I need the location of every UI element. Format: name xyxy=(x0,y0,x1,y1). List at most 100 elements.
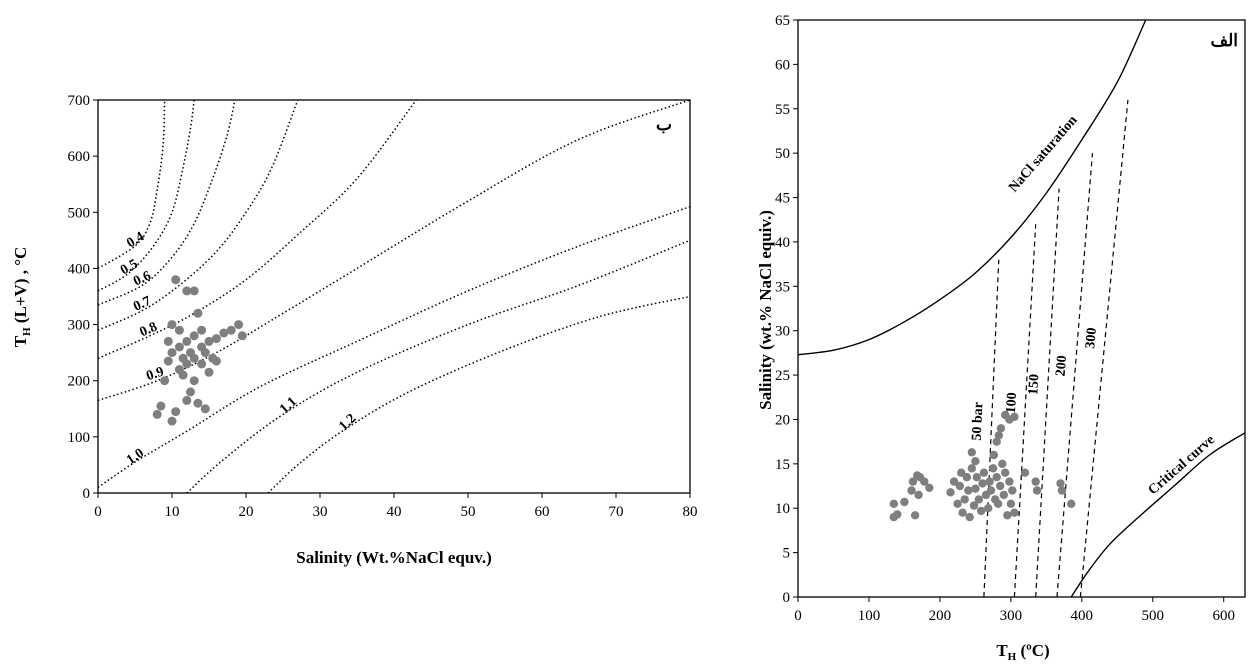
density-line xyxy=(98,205,690,489)
data-point-a xyxy=(1010,508,1019,517)
data-point-a xyxy=(893,510,902,519)
data-point-b xyxy=(226,325,236,335)
data-point-a xyxy=(1067,499,1076,508)
data-point-b xyxy=(189,353,199,363)
y-tick-label: 0 xyxy=(83,486,91,502)
y-tick-label: 600 xyxy=(68,149,91,165)
data-point-a xyxy=(962,473,972,482)
data-point-a xyxy=(993,499,1003,508)
isobar-label: 200 xyxy=(1054,355,1071,377)
y-tick-label: 0 xyxy=(783,590,791,606)
x-tick-label: 40 xyxy=(387,504,402,520)
data-point-b xyxy=(174,342,184,352)
data-point-b xyxy=(193,398,203,408)
x-tick-label: 20 xyxy=(239,504,254,520)
isobar-label: 150 xyxy=(1026,374,1042,396)
density-line xyxy=(98,100,417,359)
data-point-a xyxy=(1020,468,1030,477)
y-tick-label: 15 xyxy=(775,457,790,473)
data-point-b xyxy=(167,320,177,330)
data-point-a xyxy=(1003,511,1012,520)
data-point-b xyxy=(189,286,199,296)
data-point-b xyxy=(167,416,177,426)
data-point-b xyxy=(156,401,166,411)
x-tick-label: 50 xyxy=(461,504,476,520)
data-point-b xyxy=(182,359,192,369)
data-point-a xyxy=(1010,412,1019,421)
density-line xyxy=(98,100,299,331)
density-label: 0.6 xyxy=(131,269,153,290)
data-point-a xyxy=(986,486,996,495)
y-axis-label-a: Salinity (wt.% NaCl equiv.) xyxy=(756,210,775,410)
plot-frame-b xyxy=(97,99,691,494)
data-point-a xyxy=(976,506,986,516)
x-tick-label: 200 xyxy=(929,608,952,624)
x-tick-label: 500 xyxy=(1142,608,1165,624)
data-point-b xyxy=(189,331,199,341)
y-tick-label: 35 xyxy=(775,279,790,295)
data-point-b xyxy=(211,356,221,366)
data-point-a xyxy=(996,481,1005,491)
data-point-a xyxy=(985,477,994,486)
data-point-a xyxy=(1001,468,1010,477)
data-point-b xyxy=(200,348,210,358)
x-tick-label: 600 xyxy=(1212,608,1235,624)
data-point-a xyxy=(949,477,959,486)
density-line xyxy=(186,239,690,493)
y-tick-label: 50 xyxy=(775,146,790,162)
critical-curve xyxy=(1070,432,1245,597)
x-tick-label: 70 xyxy=(609,504,624,520)
isobar-line xyxy=(983,259,1000,597)
data-point-b xyxy=(182,395,192,405)
data-point-a xyxy=(1008,486,1017,495)
density-label: 0.8 xyxy=(138,320,160,341)
data-point-b xyxy=(163,356,173,366)
density-label: 0.7 xyxy=(131,294,153,315)
data-point-b xyxy=(234,320,244,330)
data-point-a xyxy=(998,459,1007,468)
data-point-a xyxy=(994,431,1003,440)
density-label: 0.5 xyxy=(118,257,141,279)
x-axis-label-b: Salinity (Wt.%NaCl equv.) xyxy=(296,548,492,567)
data-point-a xyxy=(992,437,1001,446)
y-tick-label: 55 xyxy=(775,102,790,118)
nacl-saturation-curve xyxy=(798,20,1147,356)
data-point-b xyxy=(193,308,203,318)
data-point-a xyxy=(908,477,918,486)
x-tick-label: 10 xyxy=(165,504,180,520)
chart-a: الف TH (ºC) Salinity (wt.% NaCl equiv.) … xyxy=(756,13,1246,663)
density-label: 1.1 xyxy=(277,394,300,417)
x-tick-label: 400 xyxy=(1071,608,1094,624)
y-tick-label: 300 xyxy=(68,318,91,334)
nacl-saturation-label: NaCl saturation xyxy=(1006,113,1080,195)
isobar-label: 50 bar xyxy=(970,402,987,441)
data-point-b xyxy=(197,359,207,369)
x-tick-label: 60 xyxy=(535,504,550,520)
data-point-b xyxy=(171,275,181,285)
data-point-a xyxy=(965,512,974,522)
data-point-a xyxy=(999,490,1008,500)
density-label: 1.2 xyxy=(336,411,359,434)
critical-curve-label: Critical curve xyxy=(1146,432,1218,498)
data-point-a xyxy=(1031,477,1040,486)
data-point-a xyxy=(984,504,993,513)
density-label: 1.0 xyxy=(124,446,147,468)
y-axis-label-b: TH (L+V) , °C xyxy=(11,247,33,348)
data-point-a xyxy=(972,473,981,482)
isobar-line xyxy=(1056,153,1094,597)
isobar-label: 100 xyxy=(1004,392,1020,414)
data-point-a xyxy=(988,464,998,473)
data-point-a xyxy=(957,468,966,477)
data-point-a xyxy=(978,479,987,488)
data-point-a xyxy=(979,468,989,477)
data-point-b xyxy=(186,387,195,397)
y-tick-label: 30 xyxy=(775,324,790,340)
data-point-b xyxy=(182,286,192,296)
data-point-a xyxy=(967,448,976,457)
data-point-a xyxy=(955,481,964,491)
data-point-a xyxy=(974,495,984,504)
data-point-a xyxy=(907,486,916,495)
y-tick-label: 5 xyxy=(783,546,791,562)
data-point-a xyxy=(1006,499,1016,508)
